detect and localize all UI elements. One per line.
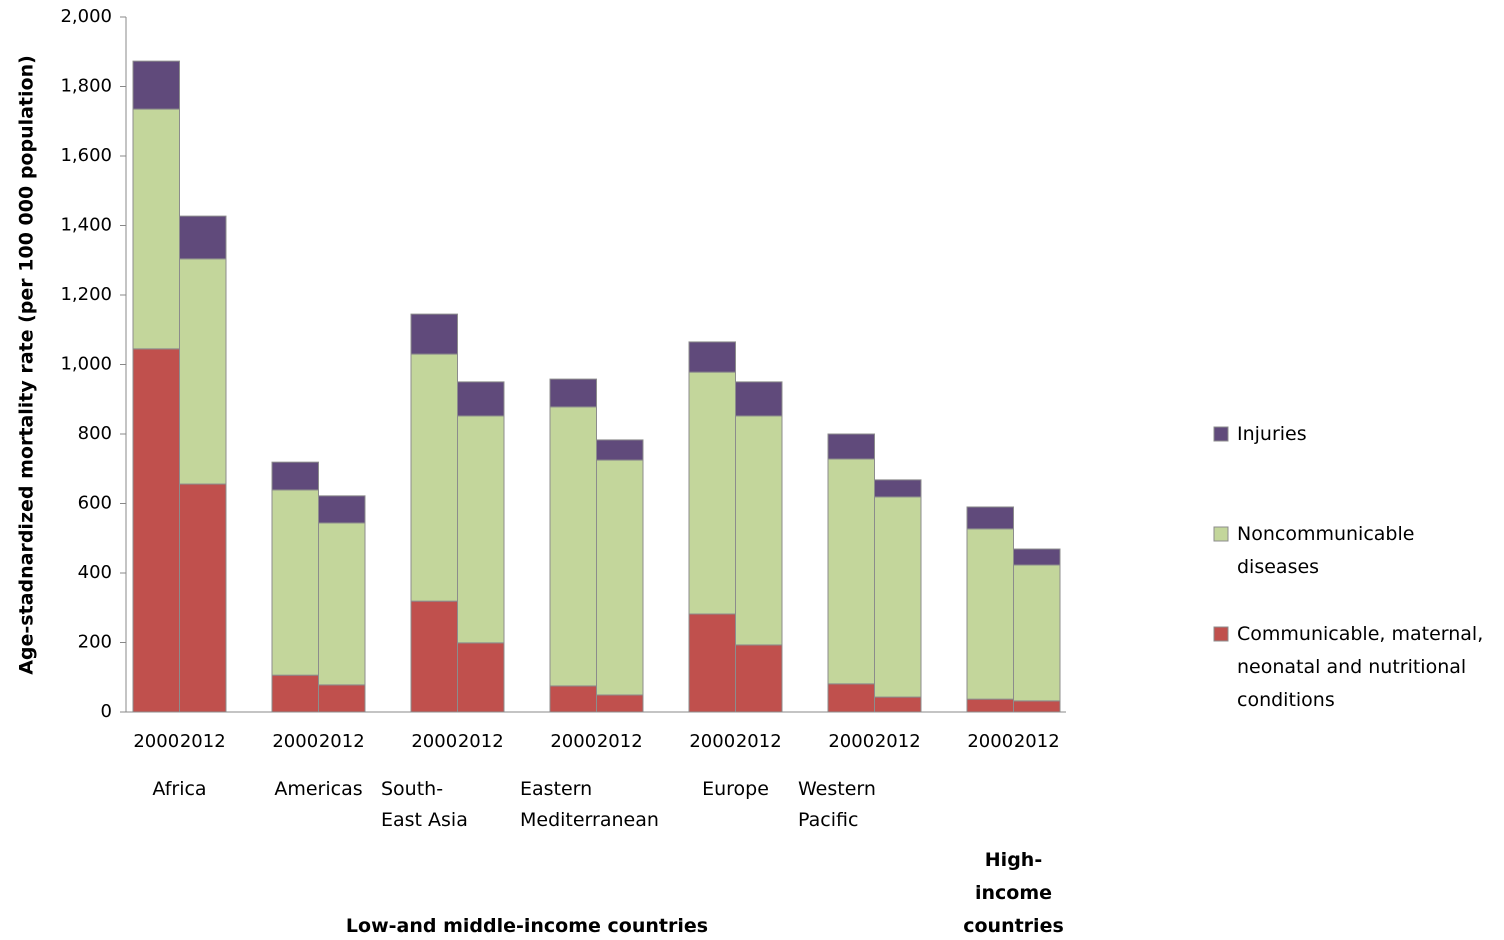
- x-tick-label: 2000: [550, 731, 596, 752]
- bar-segment: [549, 378, 597, 408]
- bar-segment: [596, 694, 644, 713]
- super-group-label: High-income countries: [963, 849, 1064, 937]
- y-tick-label: 1,400: [60, 215, 112, 236]
- group-label: Eastern Mediterranean: [520, 778, 659, 831]
- x-tick-label: 2012: [1014, 731, 1060, 752]
- legend-swatch: [1213, 426, 1229, 442]
- bar-segment: [688, 371, 736, 615]
- legend-label: Communicable, maternal, neonatal and nutr…: [1237, 623, 1483, 711]
- x-tick-label: 2012: [597, 731, 643, 752]
- x-tick-label: 2000: [967, 731, 1013, 752]
- bar-segment: [132, 60, 180, 110]
- group-label: Americas: [274, 778, 362, 800]
- bar-segment: [966, 528, 1014, 700]
- legend-label: Noncommunicable diseases: [1237, 523, 1414, 578]
- x-tick-label: 2000: [272, 731, 318, 752]
- bar-segment: [735, 415, 783, 646]
- legend-swatch: [1213, 626, 1229, 642]
- x-tick-label: 2012: [180, 731, 226, 752]
- bar-segment: [457, 381, 505, 417]
- group-label: South-East Asia: [381, 778, 468, 831]
- group-label: Western Pacific: [798, 778, 876, 831]
- y-tick-label: 400: [78, 562, 112, 583]
- x-tick-label: 2000: [689, 731, 735, 752]
- bar-segment: [410, 600, 458, 713]
- bar-segment: [410, 353, 458, 602]
- bar-segment: [874, 496, 922, 698]
- x-tick-label: 2012: [458, 731, 504, 752]
- bar-segment: [318, 684, 366, 713]
- bar-segment: [827, 458, 875, 685]
- bar-segment: [874, 479, 922, 498]
- bar-segment: [549, 685, 597, 713]
- y-tick-label: 1,000: [60, 354, 112, 375]
- bar-segment: [457, 415, 505, 644]
- bar-segment: [688, 613, 736, 713]
- y-tick-label: 800: [78, 423, 112, 444]
- bar-segment: [132, 348, 180, 713]
- bar-segment: [596, 459, 644, 696]
- y-tick-label: 1,200: [60, 284, 112, 305]
- x-tick-label: 2012: [875, 731, 921, 752]
- bar-segment: [966, 698, 1014, 713]
- bar-segment: [735, 381, 783, 417]
- y-tick-label: 200: [78, 632, 112, 653]
- bar-segment: [132, 108, 180, 350]
- super-group-label: Low-and middle-income countries: [346, 915, 708, 937]
- bar-segment: [271, 674, 319, 713]
- bar-segment: [1013, 564, 1061, 702]
- x-tick-label: 2000: [411, 731, 457, 752]
- x-tick-label: 2000: [133, 731, 179, 752]
- bar-segment: [827, 433, 875, 460]
- bar-segment: [735, 644, 783, 713]
- bar-segment: [1013, 700, 1061, 713]
- group-label: Europe: [702, 778, 769, 800]
- x-tick-label: 2000: [828, 731, 874, 752]
- y-tick-label: 1,600: [60, 145, 112, 166]
- y-axis-label: Age-stadnardized mortality rate (per 100…: [16, 55, 38, 675]
- bar-segment: [874, 696, 922, 713]
- y-tick-label: 0: [101, 701, 112, 722]
- bar-segment: [318, 495, 366, 524]
- bar-segment: [271, 461, 319, 491]
- bar-segment: [596, 439, 644, 461]
- bar-segment: [179, 258, 227, 485]
- y-tick-label: 1,800: [60, 76, 112, 97]
- bar-segment: [1013, 548, 1061, 566]
- bar-segment: [179, 483, 227, 713]
- x-tick-label: 2012: [319, 731, 365, 752]
- y-tick-label: 600: [78, 493, 112, 514]
- bar-segment: [179, 215, 227, 260]
- x-tick-label: 2012: [736, 731, 782, 752]
- bar-segment: [271, 489, 319, 676]
- bar-segment: [966, 506, 1014, 530]
- bar-segment: [318, 522, 366, 686]
- bar-segment: [827, 683, 875, 713]
- legend-swatch: [1213, 526, 1229, 542]
- group-label: Africa: [152, 778, 206, 800]
- legend-label: Injuries: [1237, 423, 1307, 445]
- y-tick-label: 2,000: [60, 6, 112, 27]
- bar-segment: [410, 313, 458, 355]
- bar-segment: [549, 406, 597, 687]
- bar-segment: [688, 341, 736, 373]
- bar-segment: [457, 642, 505, 713]
